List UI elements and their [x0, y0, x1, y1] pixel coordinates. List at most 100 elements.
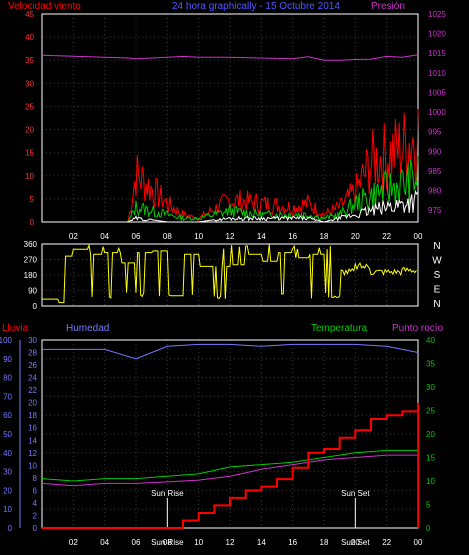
humidity-tick-label: 8 [33, 474, 38, 483]
rain-tick-label: 60 [3, 411, 12, 420]
x-tick-label: 00 [414, 232, 423, 241]
humidity-tick-label: 4 [33, 499, 38, 508]
rain-tick-label: 10 [3, 505, 12, 514]
humidity-tick-label: 0 [33, 524, 38, 533]
sun-tick-overlay: Sun Set [341, 538, 370, 547]
rain-tick-label: 50 [3, 430, 12, 439]
temperature-tick-label: 5 [426, 501, 431, 510]
humidity-line [42, 343, 419, 360]
humidity-tick-label: 24 [28, 374, 37, 383]
rain-tick-label: 40 [3, 449, 12, 458]
x-tick-label: 12 [226, 232, 235, 241]
y-tick-label-left: 40 [25, 33, 34, 42]
x-tick-label: 16 [288, 538, 297, 547]
y-tick-label-right: 1000 [428, 108, 446, 117]
humidity-tick-label: 22 [28, 386, 37, 395]
temperature-tick-label: 30 [426, 383, 435, 392]
x-tick-label: 14 [257, 538, 266, 547]
temperature-title: Temperatura [311, 323, 368, 334]
sun-tick-overlay: Sun Rise [151, 538, 184, 547]
compass-label: N [433, 241, 440, 252]
humidity-tick-label: 6 [33, 486, 38, 495]
humidity-tick-label: 18 [28, 411, 37, 420]
y-tick-label-right: 1005 [428, 88, 446, 97]
wind-speed-title: Velocidad viento [8, 1, 81, 12]
rain-tick-label: 20 [3, 486, 12, 495]
humidity-tick-label: 2 [33, 511, 38, 520]
y-tick-label: 360 [24, 240, 38, 249]
temperature-tick-label: 40 [426, 336, 435, 345]
compass-label: E [434, 285, 441, 296]
humidity-tick-label: 20 [28, 399, 37, 408]
x-tick-label: 22 [382, 538, 391, 547]
wind-direction-line [42, 243, 417, 304]
x-tick-label: 20 [351, 232, 360, 241]
x-tick-label: 10 [194, 232, 203, 241]
compass-label: S [434, 270, 441, 281]
y-tick-label-left: 5 [30, 195, 35, 204]
chart-date-title: 24 hora graphically - 15 Octubre 2014 [172, 1, 340, 12]
y-tick-label-right: 1015 [428, 49, 446, 58]
y-tick-label: 0 [33, 302, 38, 311]
wind-pressure-panel: 02 04 06 08 10 12 14 16 18 20 22 000510152025303540… [25, 10, 446, 241]
x-tick-label: 10 [194, 538, 203, 547]
humidity-tick-label: 16 [28, 424, 37, 433]
y-tick-label-left: 35 [25, 56, 34, 65]
temperature-tick-label: 10 [426, 477, 435, 486]
y-tick-label-left: 20 [25, 126, 34, 135]
x-tick-label: 20 [351, 538, 360, 547]
x-tick-label: 06 [132, 232, 141, 241]
y-tick-label-left: 25 [25, 102, 34, 111]
humidity-tick-label: 30 [28, 336, 37, 345]
rain-tick-label: 100 [0, 336, 13, 345]
x-tick-label: 12 [226, 538, 235, 547]
humidity-tick-label: 26 [28, 361, 37, 370]
temperature-tick-label: 0 [426, 524, 431, 533]
x-tick-label: 06 [132, 538, 141, 547]
compass-label: N [433, 299, 440, 310]
humidity-tick-label: 12 [28, 449, 37, 458]
temperature-tick-label: 35 [426, 360, 435, 369]
temperature-tick-label: 20 [426, 430, 435, 439]
x-tick-label: 02 [69, 232, 78, 241]
x-tick-label: 04 [100, 232, 109, 241]
humidity-title: Humedad [66, 323, 109, 334]
x-tick-label: 02 [69, 538, 78, 547]
y-tick-label-right: 1020 [428, 30, 446, 39]
x-tick-label: 22 [382, 232, 391, 241]
x-tick-label: 18 [320, 538, 329, 547]
x-tick-label: 18 [320, 232, 329, 241]
humidity-tick-label: 10 [28, 461, 37, 470]
x-tick-label: 00 [414, 538, 423, 547]
temperature-line [41, 449, 418, 482]
rain-tick-label: 80 [3, 374, 12, 383]
y-tick-label-right: 1010 [428, 69, 446, 78]
pressure-title: Presión [371, 1, 405, 12]
plot-frame [41, 243, 419, 307]
x-tick-label: 16 [288, 232, 297, 241]
sun-annotation: Sun Rise [151, 489, 184, 498]
compass-label: W [432, 256, 442, 267]
y-tick-label-right: 980 [428, 187, 442, 196]
y-tick-label-right: 990 [428, 147, 442, 156]
y-tick-label-right: 1025 [428, 10, 446, 19]
dewpoint-line [41, 454, 418, 487]
wind-average-line [42, 189, 419, 223]
temperature-tick-label: 15 [426, 454, 435, 463]
y-tick-label-left: 0 [30, 218, 35, 227]
humidity-tick-label: 14 [28, 436, 37, 445]
y-tick-label: 90 [28, 287, 37, 296]
rain-tick-label: 70 [3, 392, 12, 401]
rain-tick-label: 90 [3, 355, 12, 364]
x-tick-label: 14 [257, 232, 266, 241]
x-tick-label: 08 [163, 538, 172, 547]
pressure-line [41, 54, 419, 61]
y-tick-label-left: 45 [25, 10, 34, 19]
rain-title: Lluvia [2, 323, 29, 334]
y-tick-label: 180 [24, 271, 38, 280]
humidity-tick-label: 28 [28, 349, 37, 358]
dewpoint-title: Punto rocío [392, 323, 444, 334]
